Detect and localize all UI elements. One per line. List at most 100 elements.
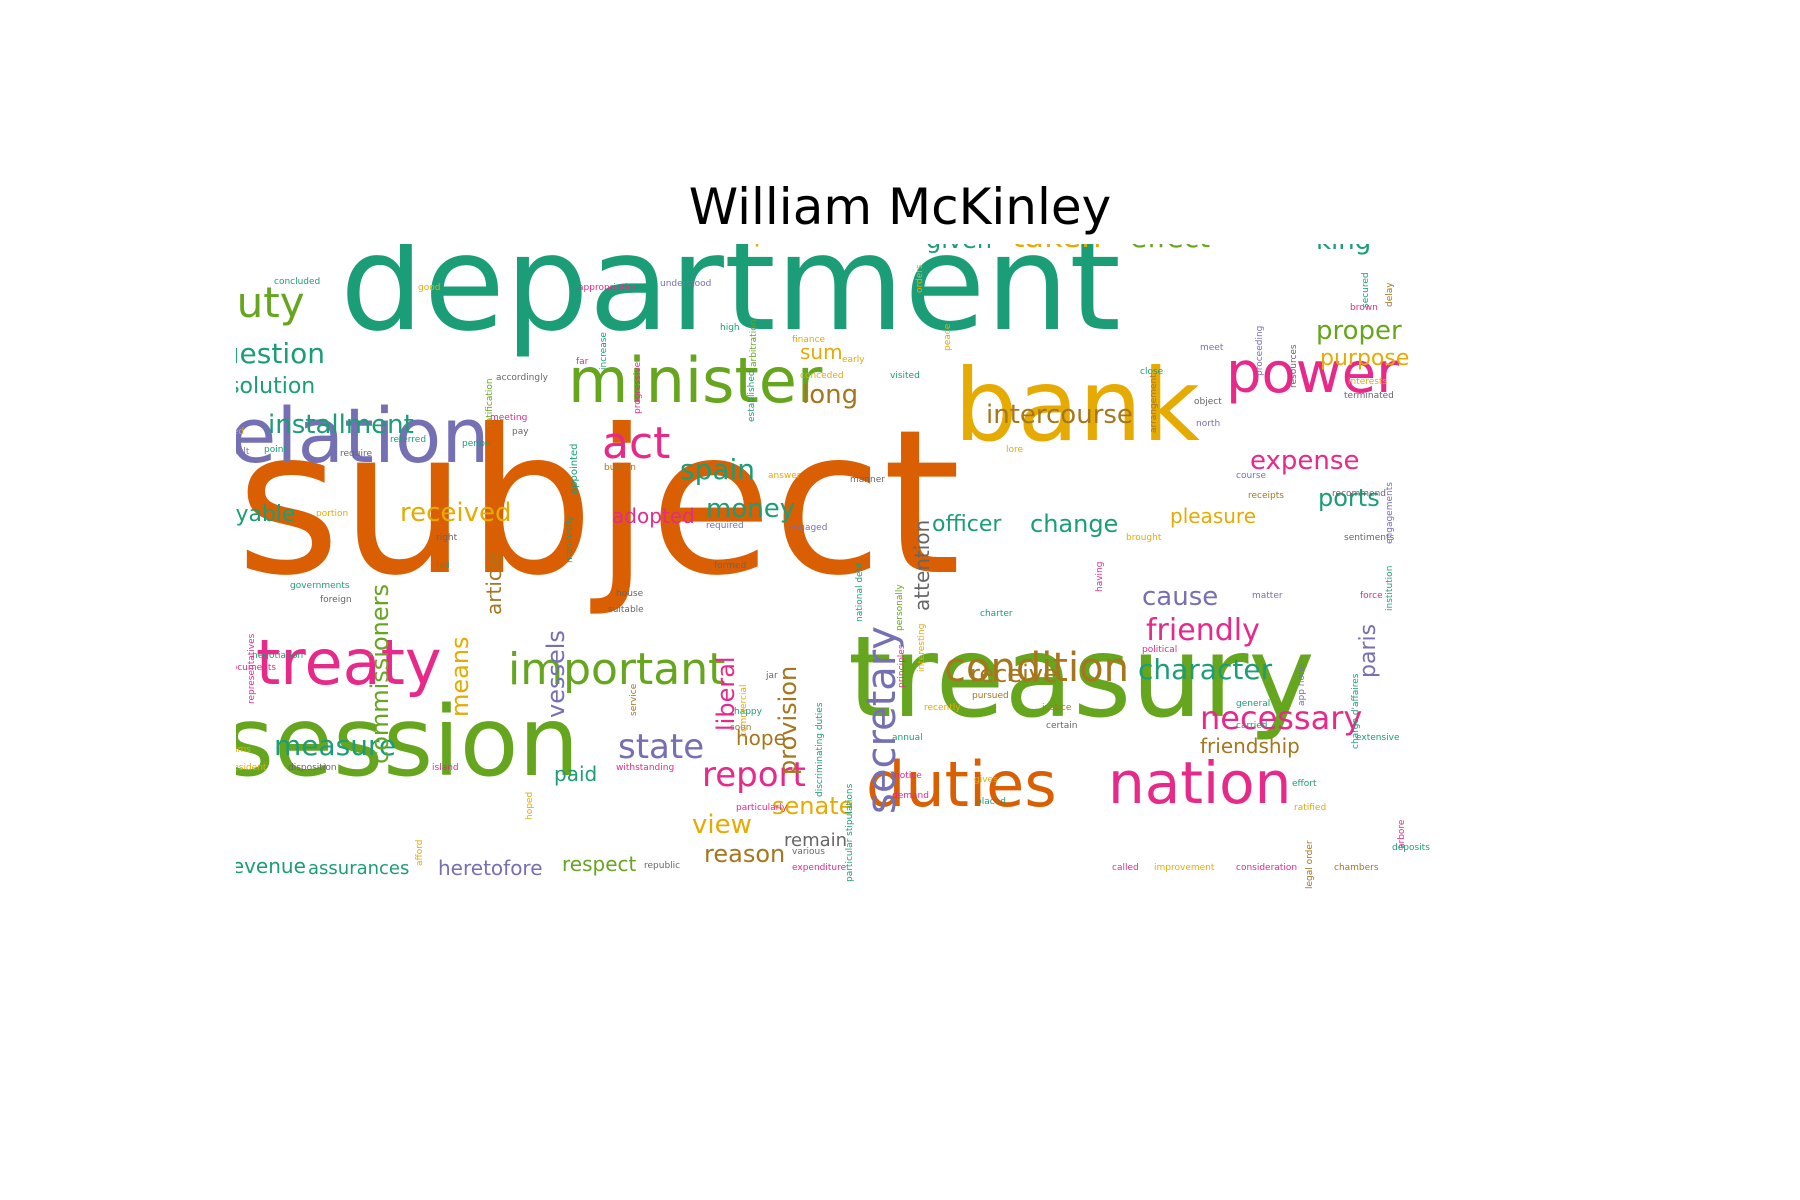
word-adopted: adopted: [612, 504, 695, 528]
word-view: view: [692, 810, 752, 840]
word-meeting: meeting: [490, 413, 528, 423]
word-right: right: [436, 533, 458, 543]
word-claims: claims: [236, 745, 251, 755]
word-engagements: engagements: [1385, 482, 1395, 544]
word-various: various: [792, 847, 825, 857]
word-island: island: [432, 763, 459, 773]
word-sentiments: sentiments: [1344, 533, 1395, 543]
word-negotiation: negotiation: [252, 651, 304, 661]
word-orders: orders: [915, 264, 925, 293]
word-article: article: [482, 552, 506, 615]
word-brought: brought: [1126, 533, 1162, 543]
chart-title: William McKinley: [688, 178, 1112, 236]
word-jar: jar: [766, 671, 778, 681]
word-expense: expense: [1250, 446, 1360, 476]
word-result: result: [236, 447, 250, 457]
word-afford: afford: [415, 840, 425, 867]
word-justice: justice: [1042, 703, 1072, 713]
word-high: high: [720, 323, 740, 333]
word-french: french: [462, 244, 551, 248]
word-brown: brown: [1350, 303, 1378, 313]
word-burden: burden: [604, 463, 636, 473]
word-sum: sum: [800, 340, 843, 364]
word-condition: condition: [944, 645, 1129, 691]
word-established: established: [747, 370, 757, 422]
word-service: service: [629, 684, 639, 717]
word-ratified: ratified: [1294, 803, 1327, 813]
word-gives: gives: [974, 775, 998, 785]
word-national-debt: national debt: [855, 562, 865, 622]
word-proceeding: proceeding: [1255, 326, 1265, 377]
word-carried: carried: [1236, 721, 1268, 731]
word-arbitration: arbitration: [749, 320, 759, 368]
word-intercourse: intercourse: [986, 400, 1133, 430]
word-annual: annual: [892, 733, 923, 743]
word-governments: governments: [290, 581, 350, 591]
word-provision: provision: [774, 666, 802, 776]
word-commissioners: commissioners: [366, 584, 394, 765]
word-given: given: [926, 244, 992, 252]
word-cause: cause: [1142, 582, 1219, 612]
word-extensive: extensive: [1356, 733, 1400, 743]
word-spain: spain: [680, 453, 756, 486]
word-placed: placed: [976, 797, 1006, 807]
word-north: north: [1196, 419, 1221, 429]
word-question: question: [236, 337, 325, 370]
word-proper: proper: [1316, 316, 1402, 346]
word-hoped: hoped: [525, 792, 535, 821]
word-app-none: app none: [1297, 664, 1307, 707]
word-treaty: treaty: [256, 626, 442, 699]
word-finance: finance: [792, 335, 826, 345]
word-lore: lore: [1006, 445, 1024, 455]
word-pleasure: pleasure: [1170, 504, 1256, 528]
word-period: period: [462, 439, 491, 449]
word-friendship: friendship: [1200, 734, 1300, 758]
word-progressive: progressive: [633, 362, 643, 415]
word-good: good: [418, 283, 441, 293]
word-treasury: treasury: [848, 613, 1315, 743]
word-formed: formed: [714, 561, 747, 571]
word-recommend: recommend: [1332, 489, 1386, 499]
word-fail: fail: [436, 561, 450, 571]
word-change: change: [1030, 510, 1119, 538]
word-charge-d-affaires: charge d'affaires: [1351, 674, 1361, 750]
word-deposits: deposits: [1392, 843, 1430, 853]
word-expenditure: expenditure: [792, 863, 847, 873]
word-act: act: [602, 418, 671, 469]
word-means: means: [446, 636, 474, 717]
word-ports: ports: [1318, 484, 1380, 512]
word-attention: attention: [910, 520, 934, 612]
word-discriminating-duties: discriminating duties: [815, 702, 825, 797]
word-concluded: concluded: [274, 277, 321, 287]
word-spanish: spanish: [740, 244, 840, 246]
word-certain: certain: [1046, 721, 1078, 731]
word-required: required: [706, 521, 744, 531]
word-particularly: particularly: [736, 803, 788, 813]
word-remain: remain: [784, 830, 848, 851]
word-referred: referred: [390, 435, 427, 445]
word-paris: paris: [1356, 624, 1381, 679]
word-minister: minister: [568, 344, 823, 417]
word-arbore: arbore: [1397, 820, 1407, 850]
word-received: received: [400, 498, 512, 528]
word-engaged: engaged: [788, 523, 828, 533]
word-increase: increase: [599, 332, 609, 370]
word-happy: happy: [734, 707, 762, 717]
word-peace: peace: [943, 324, 953, 352]
word-relation: relation: [236, 391, 490, 480]
word-point: point: [264, 445, 287, 455]
word-commercial: commercial: [739, 684, 749, 737]
word-appropriation: appropriation: [578, 283, 639, 293]
word-nation: nation: [1108, 749, 1292, 817]
word-secretary: secretary: [859, 626, 905, 814]
word-interesting: interesting: [917, 624, 927, 673]
word-foreign: foreign: [320, 595, 352, 605]
word-chambers: chambers: [1334, 863, 1379, 873]
word-subject: subject: [236, 387, 961, 620]
word-far: far: [576, 357, 589, 367]
word-character: character: [1138, 653, 1273, 686]
word-matter: matter: [1252, 591, 1283, 601]
word-cloud: subject department treasury session bank rela…: [236, 244, 1611, 942]
word-vessels: vessels: [542, 630, 570, 718]
word-principles: principles: [897, 644, 907, 688]
